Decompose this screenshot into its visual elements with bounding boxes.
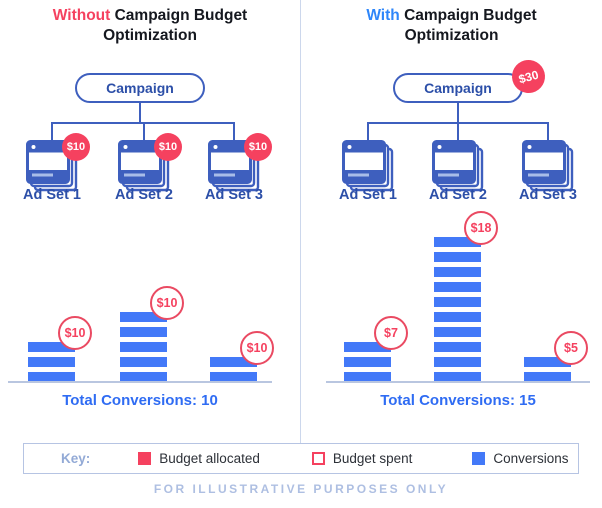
chart-baseline <box>326 381 590 383</box>
legend-item-label: Budget spent <box>332 451 413 466</box>
panel-with-cbo: With Campaign Budget Optimization Campai… <box>301 0 602 443</box>
conversions-bar-adset2: $10 <box>120 286 184 382</box>
ad-stack-icon <box>522 140 574 192</box>
title-rest: Campaign Budget <box>114 7 248 24</box>
bar-segments <box>210 357 257 382</box>
connector-stub-3 <box>547 122 549 144</box>
title-highlight: Without <box>52 7 111 24</box>
panel-without-cbo: Without Campaign Budget Optimization Cam… <box>0 0 301 443</box>
filled-blue-swatch-icon <box>472 452 486 465</box>
chart-baseline <box>8 381 272 383</box>
ad-stack-icon <box>342 140 394 192</box>
campaign-node: Campaign <box>75 73 205 103</box>
adset1-icon <box>342 140 394 192</box>
connector-stub-2 <box>457 122 459 144</box>
adset2-icon <box>432 140 484 192</box>
bar-segments <box>524 357 571 382</box>
budget-spent-badge: $10 <box>150 286 184 320</box>
budget-allocated-badge: $10 <box>154 133 182 161</box>
adset3-label: Ad Set 3 <box>518 187 577 203</box>
connector-campaign-drop <box>139 101 141 123</box>
title-rest: Campaign Budget <box>404 7 537 24</box>
budget-spent-badge: $5 <box>554 331 588 365</box>
legend-box: Key: Budget allocated Budget spent Conve… <box>23 443 579 474</box>
panel-title-with: With Campaign Budget Optimization <box>301 6 602 46</box>
connector-stub-1 <box>51 122 53 144</box>
budget-spent-badge: $10 <box>240 331 274 365</box>
adset1-label: Ad Set 1 <box>22 187 81 203</box>
legend-title: Key: <box>61 451 91 466</box>
connector-stub-2 <box>143 122 145 144</box>
budget-spent-badge: $18 <box>464 211 498 245</box>
adset2-label: Ad Set 2 <box>428 187 487 203</box>
budget-spent-badge: $10 <box>58 316 92 350</box>
panel-title-without: Without Campaign Budget Optimization <box>0 6 300 46</box>
total-conversions: Total Conversions: 10 <box>62 392 218 409</box>
adset2-icon: $10 <box>118 133 182 192</box>
budget-allocated-badge: $10 <box>244 133 272 161</box>
campaign-label: Campaign <box>106 80 174 96</box>
outline-red-swatch-icon <box>311 452 325 465</box>
illustrative-purposes-note: FOR ILLUSTRATIVE PURPOSES ONLY <box>153 482 449 496</box>
connector-stub-1 <box>367 122 369 144</box>
bar-segments <box>28 342 75 382</box>
legend-item-label: Conversions <box>493 451 569 466</box>
total-conversions: Total Conversions: 15 <box>380 392 536 409</box>
campaign-node: Campaign <box>393 73 523 103</box>
legend-item-label: Budget allocated <box>159 451 260 466</box>
title-highlight: With <box>366 7 400 24</box>
adset1-icon: $10 <box>26 133 90 192</box>
legend-item-conversions: Conversions <box>472 451 568 466</box>
ad-stack-icon <box>432 140 484 192</box>
title-line2: Optimization <box>103 27 197 44</box>
budget-allocated-badge: $10 <box>62 133 90 161</box>
conversions-bar-adset1: $7 <box>344 316 408 382</box>
connector-stub-3 <box>233 122 235 144</box>
adset2-label: Ad Set 2 <box>114 187 173 203</box>
legend-item-budget-spent: Budget spent <box>311 451 413 466</box>
adset1-label: Ad Set 1 <box>338 187 397 203</box>
conversions-bar-adset1: $10 <box>28 316 92 382</box>
connector-campaign-drop <box>457 101 459 123</box>
conversions-bar-adset2: $18 <box>434 211 498 382</box>
adset3-icon: $10 <box>208 133 272 192</box>
bar-segments <box>344 342 391 382</box>
bar-segments <box>120 312 167 382</box>
campaign-label: Campaign <box>424 80 492 96</box>
bar-segments <box>434 237 481 382</box>
adset3-icon <box>522 140 574 192</box>
conversions-bar-adset3: $5 <box>524 331 588 382</box>
adset3-label: Ad Set 3 <box>204 187 263 203</box>
comparison-panels: Without Campaign Budget Optimization Cam… <box>0 0 602 443</box>
budget-spent-badge: $7 <box>374 316 408 350</box>
legend-item-budget-allocated: Budget allocated <box>138 451 260 466</box>
conversions-bar-adset3: $10 <box>210 331 274 382</box>
filled-red-swatch-icon <box>138 452 152 465</box>
title-line2: Optimization <box>404 27 499 44</box>
